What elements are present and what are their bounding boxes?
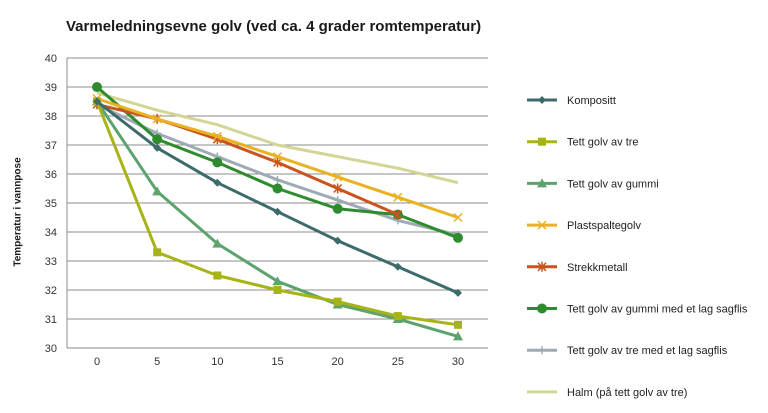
legend-label: Plastspaltegolv [567, 220, 641, 232]
data-point [333, 172, 343, 182]
data-point [537, 178, 547, 188]
data-point [454, 288, 462, 297]
y-tick-label: 37 [45, 140, 57, 152]
x-tick-label: 0 [94, 356, 100, 368]
series-line [95, 100, 459, 338]
y-tick-label: 35 [45, 198, 57, 210]
series-1 [93, 97, 462, 297]
y-tick-label: 38 [45, 111, 57, 123]
chart-title: Varmeledningsevne golv (ved ca. 4 grader… [66, 18, 482, 35]
data-point [333, 236, 342, 245]
data-point [93, 97, 101, 106]
legend-label: Halm (på tett golv av tre) [567, 387, 687, 399]
series-4 [92, 94, 463, 223]
legend-item: Halm (på tett golv av tre) [527, 387, 687, 399]
axes: 30 31 32 33 34 35 36 37 38 39 40 0 5 10 15 20 25 30 [45, 53, 464, 368]
data-point [538, 346, 546, 355]
data-point [273, 207, 282, 216]
data-point [92, 82, 102, 92]
x-tick-label: 20 [332, 356, 344, 368]
y-tick-label: 34 [45, 227, 57, 239]
data-point [152, 186, 163, 196]
legend: Kompositt Tett golv av tre Tett golv av gu… [527, 95, 748, 399]
data-point [393, 209, 403, 220]
data-point [453, 232, 463, 243]
data-point [272, 183, 283, 194]
data-point [212, 157, 223, 168]
data-point [333, 196, 342, 205]
y-tick-label: 33 [45, 256, 57, 268]
data-point [538, 96, 546, 104]
legend-item: Strekkmetall [527, 261, 628, 274]
legend-item: Tett golv av tre [527, 137, 639, 149]
data-point [212, 131, 222, 141]
legend-item: Tett golv av gummi med et lag sagflis [527, 303, 748, 316]
series-line [96, 91, 459, 185]
data-point [393, 262, 402, 271]
y-tick-label: 40 [45, 53, 57, 65]
y-tick-label: 30 [45, 343, 57, 355]
legend-item: Tett golv av gummi [527, 178, 659, 190]
y-tick-label: 36 [45, 169, 57, 181]
x-tick-label: 25 [392, 356, 404, 368]
data-point [537, 220, 547, 230]
series-8 [96, 91, 459, 185]
data-point [333, 297, 342, 306]
legend-item: Kompositt [527, 95, 616, 107]
data-point [272, 276, 283, 286]
data-point [332, 203, 343, 214]
x-tick-label: 15 [271, 356, 283, 368]
legend-label: Tett golv av tre med et lag sagflis [567, 345, 728, 357]
y-tick-label: 31 [45, 314, 57, 326]
legend-item: Tett golv av tre med et lag sagflis [527, 345, 728, 357]
y-tick-label: 32 [45, 285, 57, 297]
data-point [393, 312, 402, 321]
data-point [454, 320, 462, 329]
data-point [537, 303, 547, 314]
legend-label: Strekkmetall [567, 262, 628, 274]
data-point [538, 137, 546, 146]
data-point [333, 183, 343, 194]
legend-label: Tett golv av tre [567, 137, 639, 149]
data-point [273, 175, 282, 184]
data-point [212, 238, 223, 248]
data-point [273, 286, 282, 294]
data-point [213, 178, 222, 187]
data-point [152, 114, 162, 124]
legend-label: Tett golv av gummi [567, 178, 659, 190]
data-point [213, 271, 222, 280]
y-tick-label: 39 [45, 82, 57, 94]
x-tick-label: 10 [211, 356, 223, 368]
data-point [272, 152, 283, 162]
x-tick-label: 30 [452, 356, 464, 368]
x-tick-label: 5 [154, 356, 160, 368]
data-point [393, 192, 403, 202]
data-point [153, 143, 162, 152]
series-lines [92, 82, 463, 341]
data-point [153, 248, 162, 257]
legend-label: Tett golv av gummi med et lag sagflis [567, 304, 748, 316]
data-point [453, 331, 463, 341]
data-point [537, 261, 547, 272]
data-point [152, 134, 163, 145]
legend-label: Kompositt [567, 95, 616, 107]
legend-item: Plastspaltegolv [527, 220, 641, 232]
data-point [453, 212, 463, 223]
